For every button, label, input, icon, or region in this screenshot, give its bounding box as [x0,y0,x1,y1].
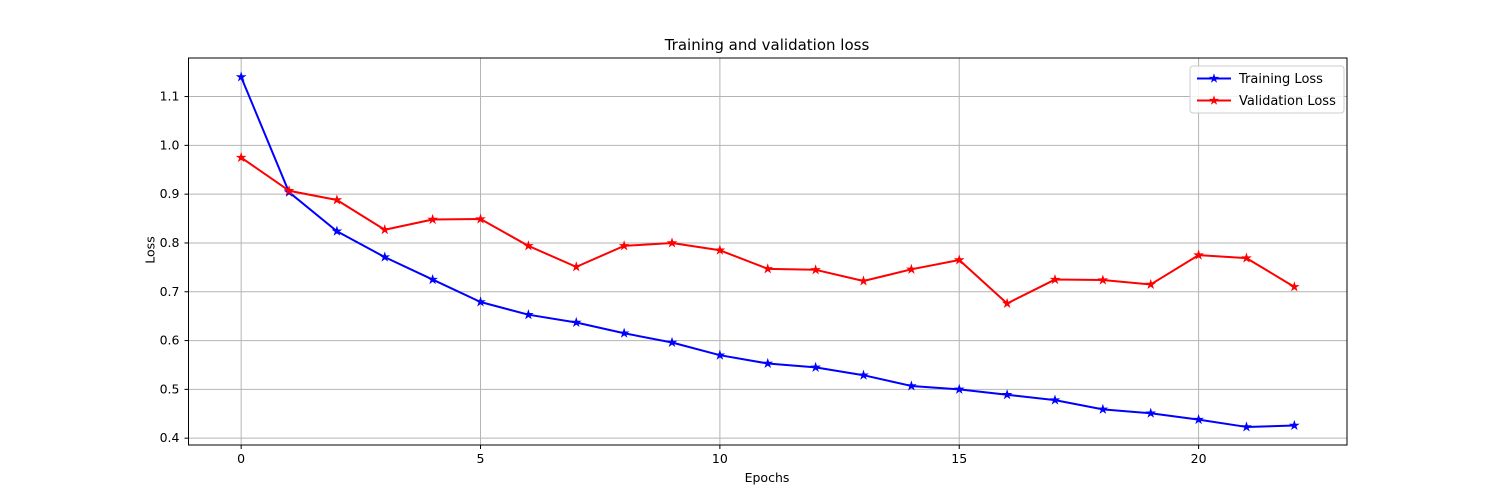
x-tick-label-5: 5 [477,451,485,466]
training-loss-marker-16 [1001,389,1013,400]
validation-loss-marker-21 [1241,252,1252,263]
training-loss-marker-0 [235,71,247,82]
validation-loss-marker-5 [475,213,486,224]
x-tick-label-0: 0 [237,451,245,466]
validation-loss-marker-9 [666,237,678,248]
training-loss-marker-10 [714,349,726,360]
training-loss-marker-17 [1049,394,1061,405]
validation-loss-marker-20 [1193,249,1204,260]
legend-label-training-loss: Training Loss [1238,72,1323,87]
training-loss-marker-2 [331,225,343,236]
training-loss-marker-19 [1145,407,1157,418]
training-loss-marker-14 [906,380,917,391]
legend-validation-loss-star-icon [1209,95,1219,105]
y-tick-label-0.8: 0.8 [160,235,180,250]
validation-loss-marker-8 [618,240,630,251]
training-loss-marker-8 [618,327,630,338]
validation-loss-marker-7 [570,261,582,272]
validation-loss-line [240,156,1296,305]
training-loss-marker-13 [858,369,869,380]
y-tick-label-0.6: 0.6 [160,333,180,348]
training-loss-marker-11 [762,357,774,369]
y-tick-label-0.7: 0.7 [160,284,180,299]
validation-loss-marker-4 [427,213,438,225]
x-tick-label-15: 15 [951,451,967,466]
validation-loss-marker-22 [1289,281,1300,292]
training-loss-marker-9 [666,336,678,348]
training-loss-marker-18 [1097,403,1109,414]
validation-loss-marker-6 [523,240,534,251]
validation-loss-marker-15 [953,254,965,265]
validation-loss-marker-3 [379,224,391,235]
y-tick-label-1.1: 1.1 [160,89,180,104]
chart-title: Training and validation loss [664,36,870,54]
training-loss-marker-12 [810,361,821,372]
validation-loss-marker-12 [810,264,821,275]
training-loss-marker-4 [427,273,438,285]
y-tick-label-0.5: 0.5 [160,381,180,396]
training-loss-marker-15 [953,383,965,394]
legend-training-loss-star-icon [1209,73,1219,83]
x-tick-label-10: 10 [712,451,728,466]
x-tick-label-20: 20 [1191,451,1207,466]
legend-label-validation-loss: Validation Loss [1239,94,1336,109]
validation-loss-marker-17 [1049,273,1061,285]
validation-loss-marker-10 [714,244,726,255]
training-loss-marker-7 [570,316,582,328]
validation-loss-marker-1 [283,185,295,196]
validation-loss-marker-19 [1145,278,1157,289]
validation-loss-marker-16 [1001,297,1013,308]
plot-frame [188,57,1348,446]
y-tick-label-0.9: 0.9 [160,186,180,201]
validation-loss-marker-14 [906,263,917,274]
validation-loss-marker-2 [331,194,343,205]
training-loss-marker-21 [1241,421,1252,432]
validation-loss-marker-13 [858,275,869,286]
training-loss-marker-22 [1289,419,1300,431]
validation-loss-marker-11 [762,263,774,274]
y-axis-label: Loss [142,236,158,264]
y-tick-label-1.0: 1.0 [160,137,180,152]
training-loss-marker-5 [475,296,486,307]
validation-loss-marker-18 [1097,274,1109,285]
training-loss-marker-6 [523,309,534,320]
validation-loss-marker-0 [235,151,247,163]
training-loss-line [240,76,1296,428]
y-tick-label-0.4: 0.4 [160,430,180,445]
x-axis-label: Epochs [744,470,790,485]
training-loss-marker-20 [1193,414,1204,425]
training-loss-marker-3 [379,251,391,262]
